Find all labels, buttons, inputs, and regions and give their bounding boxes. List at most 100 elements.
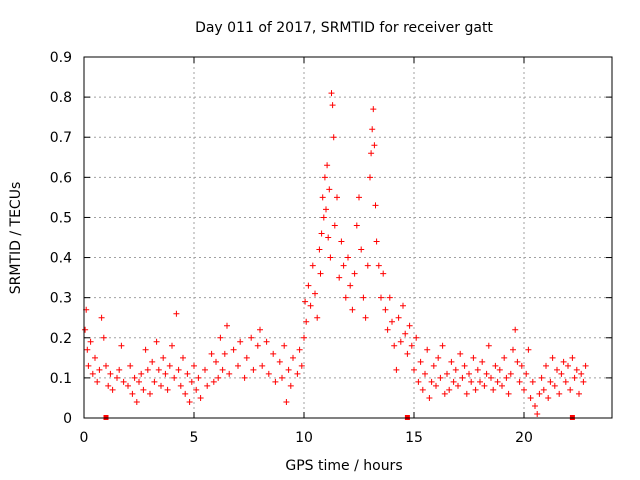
data-point <box>290 354 296 361</box>
data-point <box>364 262 371 269</box>
data-point <box>103 362 109 369</box>
data-point <box>257 326 263 333</box>
data-point <box>296 346 303 353</box>
data-point <box>96 366 103 373</box>
data-point <box>426 394 433 401</box>
data-point <box>283 398 290 405</box>
data-point <box>193 386 200 393</box>
data-point <box>483 370 490 377</box>
data-point <box>507 370 514 377</box>
data-point <box>400 302 406 309</box>
data-point <box>191 362 197 369</box>
data-point <box>395 314 402 321</box>
data-point <box>501 354 508 361</box>
data-point <box>279 374 285 381</box>
data-point <box>411 366 417 373</box>
data-point <box>219 366 226 373</box>
data-point <box>272 378 279 385</box>
data-point <box>441 390 448 397</box>
plot-frame <box>83 56 613 419</box>
data-points <box>82 90 589 417</box>
data-point <box>105 382 112 389</box>
data-point <box>523 370 530 377</box>
data-point <box>549 354 556 361</box>
data-point <box>153 338 160 345</box>
data-point <box>202 366 208 373</box>
data-point <box>158 382 164 389</box>
axis-ticks: 0 0.1 0.2 0.3 0.4 0.5 0.6 0.7 0.8 0.9 0 5 10 15 20 <box>50 50 612 446</box>
data-point <box>345 254 351 261</box>
data-point <box>408 342 415 349</box>
data-point <box>155 366 162 373</box>
data-point <box>554 366 560 373</box>
data-point <box>329 102 336 109</box>
data-point <box>567 386 574 393</box>
data-point <box>237 338 244 345</box>
data-point <box>116 366 123 373</box>
y-tick-label: 0.9 <box>50 50 72 66</box>
data-point <box>285 366 292 373</box>
data-point <box>129 390 136 397</box>
data-point <box>369 126 376 133</box>
data-point <box>307 302 314 309</box>
data-point <box>367 174 373 181</box>
data-point <box>215 374 222 381</box>
data-point <box>175 366 182 373</box>
data-point <box>342 294 349 301</box>
data-point <box>422 370 428 377</box>
data-point <box>437 374 444 381</box>
data-point <box>435 354 442 361</box>
y-tick-label: 0.7 <box>50 130 72 146</box>
data-point <box>305 282 312 289</box>
y-tick-label: 0.3 <box>50 291 72 307</box>
data-point <box>356 194 362 201</box>
y-tick-label: 0 <box>63 411 72 427</box>
data-point <box>217 334 224 341</box>
data-point <box>210 378 217 385</box>
data-point <box>512 326 519 333</box>
data-point <box>107 370 114 377</box>
data-point <box>276 358 283 365</box>
data-point <box>164 386 171 393</box>
x-tick-label: 15 <box>405 430 423 446</box>
data-point <box>131 374 138 381</box>
data-point <box>120 378 127 385</box>
data-point <box>391 342 398 349</box>
data-point <box>173 310 180 317</box>
data-point <box>224 322 230 329</box>
data-point <box>534 410 541 417</box>
data-point <box>169 342 175 349</box>
data-point <box>89 370 96 377</box>
data-point <box>85 362 92 369</box>
data-point <box>393 366 400 373</box>
data-point <box>226 370 233 377</box>
data-point <box>551 382 558 389</box>
data-point <box>404 350 411 357</box>
data-point <box>136 378 142 385</box>
data-point <box>325 234 332 241</box>
data-point <box>378 294 384 301</box>
chart-title: Day 011 of 2017, SRMTID for receiver gat… <box>195 20 493 36</box>
data-point <box>166 362 173 369</box>
data-point <box>558 370 565 377</box>
data-point <box>188 378 195 385</box>
data-point <box>140 386 147 393</box>
data-point <box>92 354 98 361</box>
data-point <box>389 318 395 325</box>
data-point <box>371 142 378 149</box>
data-point <box>532 402 538 409</box>
data-point <box>503 374 510 381</box>
data-point <box>323 206 329 213</box>
data-point <box>521 386 527 393</box>
x-tick-label: 10 <box>295 430 313 446</box>
data-point <box>294 370 301 377</box>
data-point <box>514 358 521 365</box>
data-point <box>127 362 134 369</box>
data-point <box>349 306 356 313</box>
data-point <box>406 322 413 329</box>
data-point <box>439 342 446 349</box>
data-point <box>375 262 382 269</box>
data-point <box>430 362 437 369</box>
data-point <box>324 162 331 169</box>
data-point <box>380 270 387 277</box>
